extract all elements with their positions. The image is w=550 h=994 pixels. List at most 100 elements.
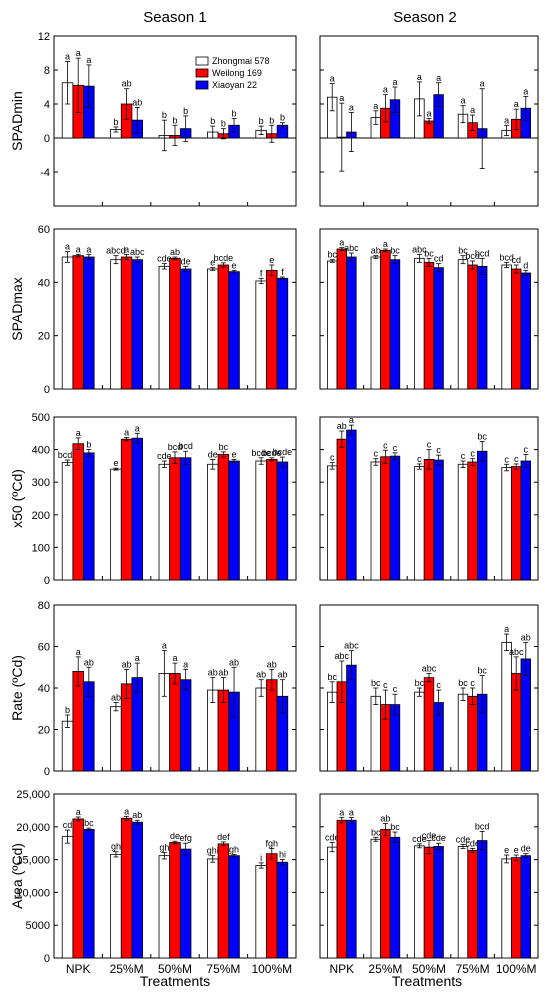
- significance-label: c: [393, 684, 398, 694]
- x-axis-title-season-1: Treatments: [140, 973, 210, 989]
- bar: [457, 693, 469, 772]
- y-tick-label: 0: [44, 575, 50, 587]
- significance-label: bc: [477, 666, 487, 676]
- significance-label: bc: [390, 246, 400, 256]
- significance-label: ab: [521, 632, 531, 642]
- bar: [511, 268, 522, 390]
- season-1-title: Season 1: [143, 9, 206, 26]
- significance-label: bc: [415, 678, 425, 688]
- significance-label: e: [504, 845, 509, 855]
- y-tick-label: 20,000: [16, 822, 50, 834]
- bar: [457, 463, 469, 581]
- bar: [414, 691, 425, 772]
- significance-label: a: [470, 105, 475, 115]
- significance-label: bc: [327, 250, 337, 260]
- bar: [511, 466, 522, 581]
- bar: [61, 462, 74, 581]
- significance-label: bc: [219, 442, 229, 452]
- bar: [370, 695, 382, 772]
- bar: [467, 264, 478, 390]
- bar: [110, 468, 122, 581]
- bar: [336, 248, 347, 390]
- significance-label: abc: [344, 641, 359, 651]
- y-axis-title-x50: x50 (ºCd): [9, 469, 25, 528]
- y-tick-label: 80: [38, 600, 50, 612]
- significance-label: ab: [132, 97, 142, 107]
- significance-label: a: [339, 808, 344, 818]
- significance-label: b: [269, 115, 274, 125]
- bar: [158, 855, 171, 959]
- significance-label: abc: [509, 647, 524, 657]
- y-tick-label: 0: [44, 953, 50, 965]
- significance-label: cde: [157, 451, 172, 461]
- significance-label: a: [86, 244, 91, 254]
- significance-label: bc: [458, 678, 468, 688]
- significance-label: a: [76, 244, 81, 254]
- y-tick-label: 4: [44, 99, 50, 111]
- significance-label: c: [436, 680, 441, 690]
- legend-swatch: [195, 68, 209, 78]
- y-tick-label: 5000: [26, 920, 50, 932]
- bar: [266, 679, 278, 772]
- x-category-label: 50%M: [158, 962, 192, 976]
- bar: [414, 845, 425, 959]
- bar: [501, 641, 512, 772]
- legend-swatch: [195, 80, 209, 90]
- significance-label: a: [86, 55, 91, 65]
- y-tick-label: 12: [38, 31, 50, 43]
- y-tick-label: 300: [32, 477, 50, 489]
- y-tick-label: 25,000: [16, 789, 50, 801]
- y-axis-title-spadmax: SPADmax: [9, 277, 25, 341]
- significance-label: cde: [431, 833, 446, 843]
- significance-label: b: [221, 119, 226, 129]
- significance-label: bc: [458, 246, 468, 256]
- significance-label: a: [339, 93, 344, 103]
- significance-label: bcd: [465, 251, 480, 261]
- bar: [266, 853, 278, 959]
- x-category-label: 25%M: [368, 962, 402, 976]
- legend-label: Weilong 169: [212, 68, 262, 78]
- bar: [61, 836, 74, 959]
- significance-label: de: [208, 449, 218, 459]
- bar: [179, 457, 192, 581]
- significance-label: bcde: [251, 448, 271, 458]
- significance-label: b: [162, 110, 167, 120]
- bar: [169, 673, 181, 772]
- significance-label: f: [281, 267, 284, 277]
- significance-label: ab: [380, 814, 390, 824]
- bar: [433, 267, 444, 390]
- bar: [467, 461, 478, 581]
- bar: [380, 456, 391, 581]
- season-2-title: Season 2: [393, 9, 456, 26]
- significance-label: c: [436, 445, 441, 455]
- bar: [389, 836, 401, 959]
- significance-label: a: [65, 52, 70, 62]
- bar: [83, 829, 95, 959]
- significance-label: ghi: [207, 846, 219, 856]
- significance-label: a: [392, 77, 397, 87]
- bar: [158, 265, 171, 390]
- significance-label: bc: [84, 818, 94, 828]
- significance-label: cde: [422, 831, 437, 841]
- significance-label: ab: [84, 657, 94, 667]
- significance-label: def: [217, 832, 230, 842]
- bar: [467, 695, 478, 772]
- x-category-label: 75%M: [456, 962, 490, 976]
- y-tick-label: 500: [32, 412, 50, 424]
- y-tick-label: 0: [44, 766, 50, 778]
- significance-label: e: [113, 458, 118, 468]
- y-tick-label: 15,000: [16, 855, 50, 867]
- significance-label: c: [417, 454, 422, 464]
- legend-swatch: [195, 56, 209, 66]
- bar: [501, 467, 512, 581]
- significance-label: a: [461, 96, 466, 106]
- significance-label: ab: [170, 247, 180, 257]
- bar: [423, 846, 435, 959]
- bar: [327, 260, 338, 390]
